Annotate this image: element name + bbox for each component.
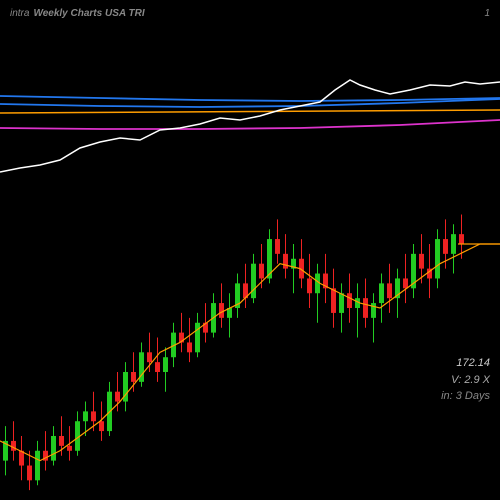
last-price: 172.14 — [441, 355, 490, 372]
candlestick-panel — [0, 180, 500, 500]
days-label: in: 3 Days — [441, 388, 490, 405]
volume-label: V: 2.9 X — [441, 372, 490, 389]
price-info-box: 172.14 V: 2.9 X in: 3 Days — [441, 355, 490, 405]
upper-indicator-panel — [0, 0, 500, 180]
